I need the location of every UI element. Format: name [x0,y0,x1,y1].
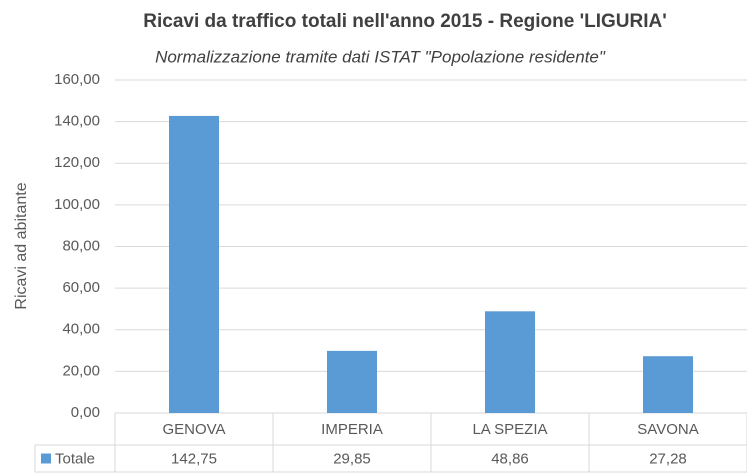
chart-title: Ricavi da traffico totali nell'anno 2015… [143,11,666,32]
y-tick-label: 100,00 [54,196,100,213]
y-tick-label: 60,00 [62,279,100,296]
legend-label: Totale [55,450,95,467]
y-tick-label: 140,00 [54,113,100,130]
legend-key [41,453,51,464]
table-value: 29,85 [333,450,371,467]
y-tick-label: 160,00 [54,71,100,88]
bar [643,356,693,413]
y-tick-label: 0,00 [71,404,100,421]
bar [169,115,219,414]
bar [485,311,535,413]
x-tick-label: GENOVA [162,421,225,438]
table-value: 48,86 [491,450,529,467]
y-tick-label: 40,00 [62,321,100,338]
y-axis-label: Ricavi ad abitante [13,182,30,309]
table-value: 27,28 [649,450,687,467]
y-tick-label: 20,00 [62,362,100,379]
x-tick-label: IMPERIA [321,421,383,438]
y-tick-label: 80,00 [62,237,100,254]
bar [327,350,377,413]
x-tick-label: LA SPEZIA [472,421,547,438]
y-tick-label: 120,00 [54,154,100,171]
x-tick-label: SAVONA [637,421,698,438]
chart-subtitle: Normalizzazione tramite dati ISTAT "Popo… [155,47,606,66]
table-value: 142,75 [171,450,217,467]
